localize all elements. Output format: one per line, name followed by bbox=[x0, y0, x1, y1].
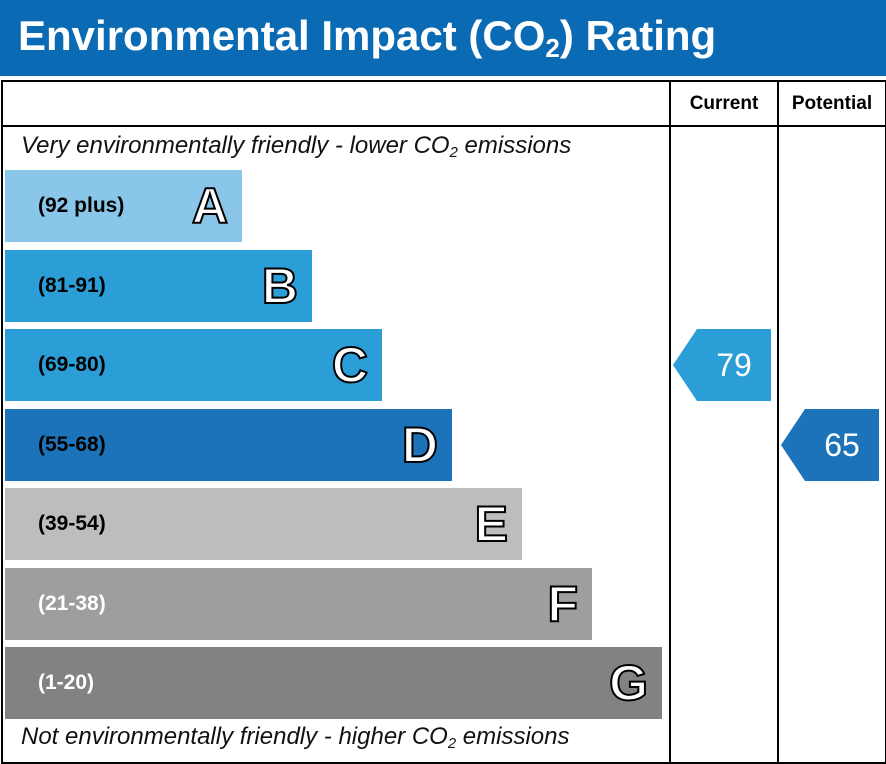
current-rating-arrow-polygon bbox=[673, 329, 771, 401]
potential-rating-arrow-shape bbox=[781, 409, 879, 481]
current-column-header: Current bbox=[689, 93, 759, 114]
band-range-label: (81-91) bbox=[38, 274, 106, 297]
band-b: (81-91) B bbox=[5, 250, 312, 322]
top-description-end: emissions bbox=[457, 132, 572, 159]
band-range-label: (69-80) bbox=[38, 353, 106, 376]
potential-rating-arrow-polygon bbox=[781, 409, 879, 481]
band-range-label: (55-68) bbox=[38, 433, 106, 456]
band-letter: D bbox=[401, 416, 439, 474]
bottom-description: Not environmentally friendly - higher CO… bbox=[21, 723, 570, 753]
bottom-description-main: Not environmentally friendly - higher CO bbox=[21, 723, 448, 750]
band-g: (1-20) G bbox=[5, 647, 662, 719]
top-description: Very environmentally friendly - lower CO… bbox=[21, 132, 572, 162]
title-subscript: 2 bbox=[545, 33, 560, 64]
band-range-label: (92 plus) bbox=[38, 194, 125, 217]
potential-rating-arrow-value: 65 bbox=[824, 427, 860, 463]
band-letter: F bbox=[546, 575, 579, 633]
band-letter: A bbox=[191, 177, 229, 235]
bottom-description-end: emissions bbox=[456, 723, 570, 750]
potential-column-header: Potential bbox=[791, 93, 873, 114]
potential-rating-arrow: 65 bbox=[781, 409, 879, 481]
potential-divider bbox=[777, 82, 779, 762]
title-main: Environmental Impact (CO bbox=[18, 12, 546, 59]
current-rating-arrow-value: 79 bbox=[716, 347, 752, 383]
band-range-label: (39-54) bbox=[38, 512, 106, 535]
current-divider bbox=[669, 82, 671, 762]
band-letter: G bbox=[608, 654, 649, 712]
top-description-main: Very environmentally friendly - lower CO bbox=[21, 132, 450, 159]
band-range-label: (21-38) bbox=[38, 592, 106, 615]
page-title: Environmental Impact (CO2) Rating bbox=[18, 10, 716, 67]
band-e: (39-54) E bbox=[5, 488, 522, 560]
top-description-subscript: 2 bbox=[449, 145, 458, 162]
band-a: (92 plus) A bbox=[5, 170, 242, 242]
band-letter: E bbox=[474, 495, 509, 553]
band-c: (69-80) C bbox=[5, 329, 382, 401]
band-letter: B bbox=[261, 257, 299, 315]
current-rating-arrow: 79 bbox=[673, 329, 771, 401]
band-range-label: (1-20) bbox=[38, 671, 95, 694]
band-d: (55-68) D bbox=[5, 409, 452, 481]
bottom-description-subscript: 2 bbox=[447, 736, 457, 753]
header-banner: Environmental Impact (CO2) Rating bbox=[0, 0, 886, 76]
header-divider bbox=[3, 125, 885, 127]
band-letter: C bbox=[331, 336, 369, 394]
band-f: (21-38) F bbox=[5, 568, 592, 640]
rating-table: Current Potential Very environmentally f… bbox=[1, 80, 886, 764]
current-rating-arrow-shape bbox=[673, 329, 771, 401]
title-end: ) Rating bbox=[559, 12, 717, 59]
